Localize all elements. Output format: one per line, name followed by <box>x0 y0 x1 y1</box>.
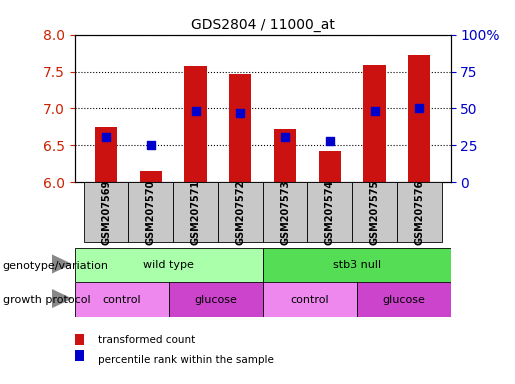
Text: genotype/variation: genotype/variation <box>3 261 109 271</box>
Point <box>325 138 334 144</box>
Bar <box>75 350 84 361</box>
Polygon shape <box>52 289 72 308</box>
Bar <box>397 182 442 242</box>
Bar <box>319 151 341 182</box>
Point <box>102 134 110 140</box>
Point <box>370 108 379 114</box>
Text: control: control <box>102 295 141 305</box>
Bar <box>408 55 431 182</box>
Text: percentile rank within the sample: percentile rank within the sample <box>98 355 274 365</box>
Bar <box>352 182 397 242</box>
Text: GSM207570: GSM207570 <box>146 180 156 245</box>
Bar <box>218 182 263 242</box>
Bar <box>75 333 84 345</box>
Text: glucose: glucose <box>194 295 237 305</box>
Bar <box>168 282 263 317</box>
Text: GSM207574: GSM207574 <box>325 180 335 245</box>
Bar <box>75 282 168 317</box>
Bar <box>229 74 251 182</box>
Bar <box>95 127 117 182</box>
Text: GSM207569: GSM207569 <box>101 180 111 245</box>
Point <box>192 108 200 114</box>
Text: control: control <box>290 295 329 305</box>
Text: GSM207575: GSM207575 <box>370 180 380 245</box>
Bar <box>356 282 451 317</box>
Bar <box>184 66 207 182</box>
Bar <box>128 182 173 242</box>
Text: GSM207576: GSM207576 <box>414 180 424 245</box>
Bar <box>140 171 162 182</box>
Text: transformed count: transformed count <box>98 335 195 345</box>
Text: GSM207573: GSM207573 <box>280 180 290 245</box>
Point <box>281 134 289 140</box>
Bar <box>83 182 128 242</box>
Text: glucose: glucose <box>382 295 425 305</box>
Bar <box>274 129 296 182</box>
Title: GDS2804 / 11000_at: GDS2804 / 11000_at <box>191 18 335 32</box>
Bar <box>263 182 307 242</box>
Text: GSM207572: GSM207572 <box>235 180 245 245</box>
Bar <box>75 248 263 282</box>
Point <box>147 142 155 149</box>
Point <box>236 110 245 116</box>
Bar <box>364 65 386 182</box>
Text: stb3 null: stb3 null <box>333 260 381 270</box>
Bar <box>307 182 352 242</box>
Polygon shape <box>52 254 72 274</box>
Text: GSM207571: GSM207571 <box>191 180 200 245</box>
Bar <box>263 282 356 317</box>
Text: growth protocol: growth protocol <box>3 295 90 305</box>
Text: wild type: wild type <box>143 260 194 270</box>
Bar <box>263 248 451 282</box>
Bar <box>173 182 218 242</box>
Point <box>415 106 423 112</box>
